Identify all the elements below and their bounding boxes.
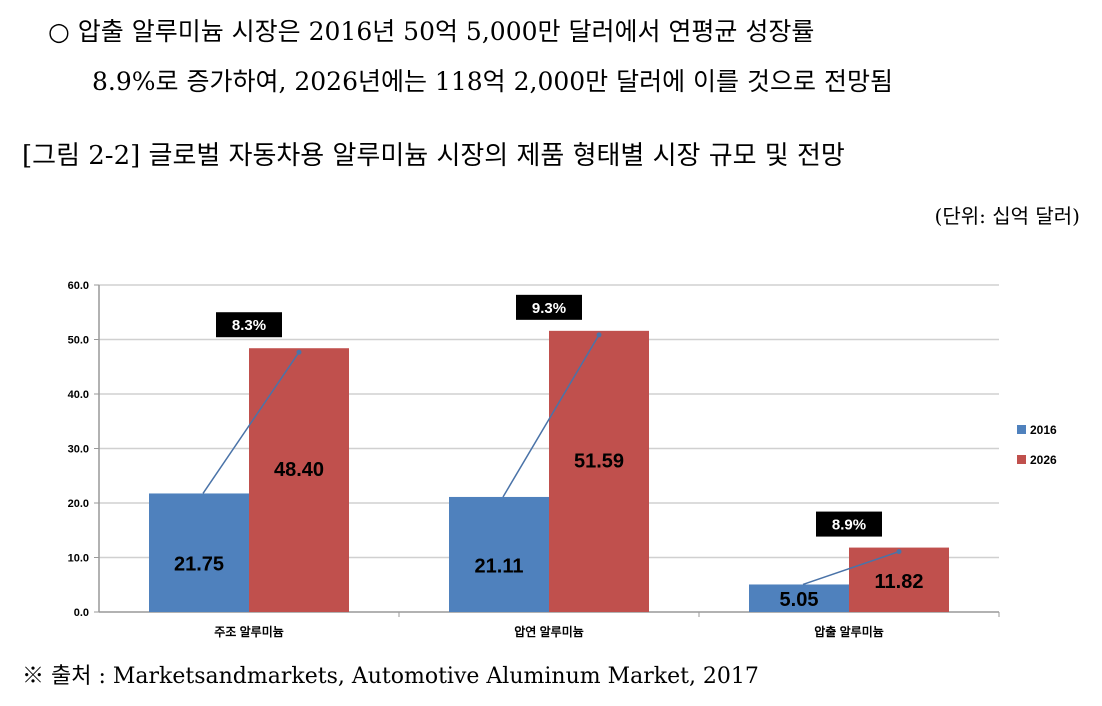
figure-caption: [그림 2-2] 글로벌 자동차용 알루미늄 시장의 제품 형태별 시장 규모 … [22,141,845,171]
growth-line [802,550,900,586]
y-tick-label: 50.0 [68,335,89,347]
growth-line [502,334,600,498]
x-tick-label: 압연 알루미늄 [514,624,584,639]
y-tick-label: 60.0 [68,280,89,292]
x-tick-label: 압출 알루미늄 [814,624,884,639]
y-tick-label: 0.0 [74,607,89,619]
data-label: 11.82 [875,571,924,593]
x-tick-label: 주조 알루미늄 [214,624,284,639]
y-tick-label: 10.0 [68,553,89,565]
bar-2016 [149,493,249,612]
growth-line [202,351,300,494]
bar-2016 [749,584,849,612]
data-label: 21.11 [475,555,524,577]
legend-swatch-2016 [1017,425,1026,434]
growth-rate-label: 8.3% [232,317,266,334]
growth-rate-box [816,511,882,537]
growth-line-end [596,332,602,338]
legend-label-2016: 2016 [1030,423,1057,437]
y-tick-label: 40.0 [68,389,89,401]
bar-2016 [449,496,549,612]
growth-rate-box [516,294,582,320]
bar-2026 [549,330,649,612]
growth-line-end [896,549,902,555]
legend-label-2026: 2026 [1030,453,1057,467]
data-label: 5.05 [780,589,819,611]
growth-line-end [296,349,302,355]
data-label: 21.75 [174,554,224,576]
body-text-line-1: ○ 압출 알루미늄 시장은 2016년 50억 5,000만 달러에서 연평균 … [48,17,815,46]
growth-rate-box [216,312,282,338]
y-tick-label: 20.0 [68,498,89,510]
body-text-line-2: 8.9%로 증가하여, 2026년에는 118억 2,000만 달러에 이를 것… [92,67,893,96]
source-note: ※ 출처 : Marketsandmarkets, Automotive Alu… [22,664,759,689]
data-label: 51.59 [574,450,624,472]
y-tick-label: 30.0 [68,444,89,456]
growth-rate-label: 9.3% [532,300,566,317]
data-label: 48.40 [274,459,324,481]
legend-swatch-2026 [1017,455,1026,464]
bar-2026 [249,348,349,612]
unit-label: (단위: 십억 달러) [934,204,1080,228]
bar-2026 [849,547,949,612]
growth-rate-label: 8.9% [832,517,866,534]
